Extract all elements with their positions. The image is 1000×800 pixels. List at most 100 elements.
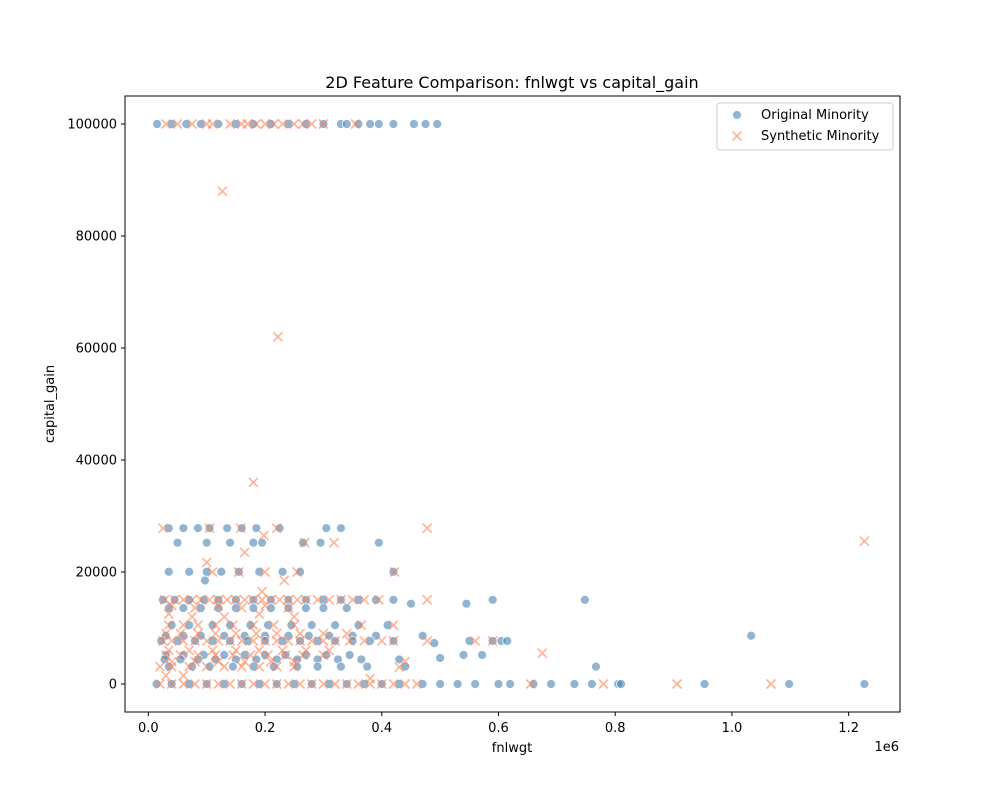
data-point-synthetic xyxy=(271,628,282,639)
data-point-synthetic xyxy=(306,118,317,130)
data-point-original xyxy=(228,661,238,672)
data-point-synthetic xyxy=(192,620,204,631)
data-point-original xyxy=(248,661,259,672)
legend-box xyxy=(716,102,894,151)
data-point-synthetic xyxy=(344,635,355,647)
data-point-original xyxy=(321,523,332,534)
data-point-synthetic xyxy=(289,620,300,631)
data-point-synthetic xyxy=(289,118,300,130)
data-point-synthetic xyxy=(254,661,265,672)
data-point-original xyxy=(181,119,192,129)
data-point-synthetic xyxy=(765,678,777,690)
data-point-original xyxy=(487,594,498,605)
data-point-original xyxy=(201,537,212,548)
legend-marker-original xyxy=(732,110,742,120)
data-point-original xyxy=(388,594,399,605)
data-point-synthetic xyxy=(672,678,683,690)
x-tick-label: 0.6 xyxy=(488,721,509,736)
y-tick-label: 80000 xyxy=(76,230,117,245)
data-point-original xyxy=(318,603,329,614)
data-point-synthetic xyxy=(271,635,282,647)
data-point-original xyxy=(461,598,472,609)
data-point-synthetic xyxy=(239,594,250,605)
data-point-synthetic xyxy=(306,635,317,647)
data-point-original xyxy=(394,679,405,689)
data-point-synthetic xyxy=(318,118,329,130)
data-point-original xyxy=(230,119,241,129)
data-point-original xyxy=(216,566,227,577)
series-synthetic-minority xyxy=(154,118,870,690)
data-point-original xyxy=(341,603,352,614)
data-point-original xyxy=(312,661,323,672)
data-point-synthetic xyxy=(350,118,361,130)
data-point-synthetic xyxy=(187,118,198,130)
data-point-original xyxy=(301,119,311,129)
data-point-original xyxy=(248,119,259,129)
data-point-synthetic xyxy=(259,566,271,578)
data-point-original xyxy=(292,661,303,672)
data-point-synthetic xyxy=(207,566,218,578)
data-point-synthetic xyxy=(159,594,170,605)
data-point-synthetic xyxy=(292,566,303,578)
data-point-original xyxy=(699,679,710,689)
data-point-synthetic xyxy=(163,608,174,620)
plot-area-frame xyxy=(124,95,901,713)
data-point-synthetic xyxy=(248,477,259,488)
data-point-original xyxy=(373,537,384,548)
data-point-synthetic xyxy=(259,678,271,690)
data-point-synthetic xyxy=(283,635,294,647)
data-point-original xyxy=(172,537,183,548)
data-point-synthetic xyxy=(213,678,224,690)
data-point-original xyxy=(502,636,513,646)
data-point-original xyxy=(432,119,443,129)
data-point-synthetic xyxy=(251,118,262,130)
data-point-synthetic xyxy=(163,645,174,656)
data-point-synthetic xyxy=(258,530,269,541)
data-point-original xyxy=(435,679,446,689)
data-point-original xyxy=(464,636,475,646)
data-point-synthetic xyxy=(292,594,303,605)
data-point-original xyxy=(166,119,177,129)
data-point-synthetic xyxy=(248,678,259,690)
data-point-original xyxy=(452,679,463,689)
data-point-original xyxy=(336,523,346,534)
data-point-synthetic xyxy=(388,635,399,647)
data-point-synthetic xyxy=(178,670,189,681)
data-point-synthetic xyxy=(201,661,212,672)
data-point-synthetic xyxy=(257,594,268,605)
data-point-original xyxy=(156,636,167,646)
data-point-original xyxy=(175,654,186,665)
data-point-original xyxy=(528,679,539,689)
data-point-synthetic xyxy=(274,594,285,605)
data-point-synthetic xyxy=(172,118,183,130)
legend-label-synthetic: Synthetic Minority xyxy=(761,129,880,144)
data-point-synthetic xyxy=(422,594,433,605)
data-point-original xyxy=(263,620,273,630)
data-point-original xyxy=(274,523,285,534)
y-tick-label: 60000 xyxy=(76,342,117,357)
data-point-synthetic xyxy=(213,635,224,647)
data-point-synthetic xyxy=(388,620,399,631)
y-tick-label: 20000 xyxy=(76,566,117,581)
data-point-original xyxy=(356,654,367,665)
data-point-original xyxy=(784,679,795,689)
data-point-original xyxy=(265,119,276,129)
data-point-synthetic xyxy=(201,635,212,647)
data-point-original xyxy=(184,594,195,605)
data-point-synthetic xyxy=(160,118,171,130)
data-point-synthetic xyxy=(184,645,195,656)
data-point-synthetic xyxy=(271,523,282,534)
data-point-synthetic xyxy=(280,649,291,661)
data-point-synthetic xyxy=(271,661,282,672)
data-point-synthetic xyxy=(157,523,168,534)
legend-markers xyxy=(731,110,743,142)
data-point-synthetic xyxy=(154,678,166,690)
data-point-synthetic xyxy=(359,635,370,647)
data-point-synthetic xyxy=(341,628,352,639)
data-point-synthetic xyxy=(487,635,498,647)
data-point-synthetic xyxy=(239,656,250,667)
y-tick-label: 0 xyxy=(109,678,117,693)
data-point-original xyxy=(324,679,335,689)
data-point-synthetic xyxy=(187,594,198,605)
data-point-original xyxy=(458,650,469,660)
